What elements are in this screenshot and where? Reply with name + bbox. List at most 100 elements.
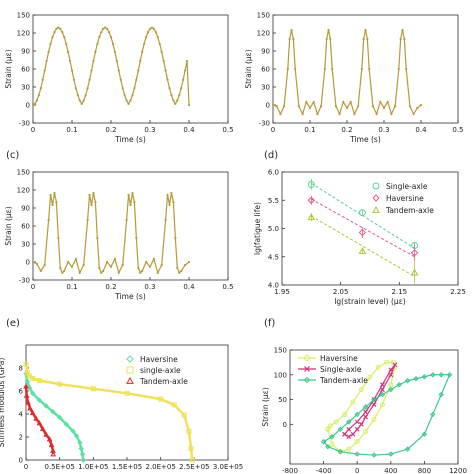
data-point [367,374,373,380]
data-point [329,441,335,447]
data-point [379,387,385,393]
data-point [35,262,39,265]
data-point [346,446,352,452]
data-point [379,402,385,408]
data-point [366,37,369,41]
data-point [57,236,60,240]
x-tick-label: -800 [282,467,298,474]
y-tick-label: 2 [19,434,23,442]
data-point [375,112,378,116]
data-point [156,271,159,274]
data-point [164,69,167,72]
data-point [346,434,352,440]
data-point [390,112,393,116]
data-point [360,67,363,71]
data-point [82,99,85,102]
x-axis-label: lg(strain level) (με) [334,297,405,306]
data-point [23,362,29,368]
data-point [170,191,173,195]
legend-marker [304,355,310,361]
data-point [307,196,316,204]
data-point [176,266,179,270]
x-tick-label: 0.4 [183,126,195,134]
data-point [92,191,95,195]
data-point [50,408,56,415]
y-tick-label: 6 [19,388,24,396]
data-point [37,94,40,97]
x-tick-label: 2.25 [450,288,466,296]
data-point [168,87,171,90]
data-point [172,200,175,204]
series-line [32,26,190,106]
data-point [131,94,134,97]
data-point [113,257,116,261]
y-tick-label: 60 [261,66,270,74]
data-point [27,405,33,411]
data-point [154,31,157,34]
y-tick-label: 90 [261,48,270,56]
x-tick-label: 0.2 [105,126,116,134]
y-axis-label: Strain (με) [244,49,253,88]
data-point [371,402,377,407]
data-point [342,431,348,437]
data-point [350,431,356,437]
data-point [70,428,76,434]
data-point [49,42,52,45]
data-point [43,69,46,72]
data-point [48,442,55,448]
x-tick-label: 0.3 [378,126,389,134]
y-tick-label: -30 [259,120,270,128]
data-point [94,50,97,54]
data-point [78,271,81,274]
data-point [131,191,134,195]
plot-frame [281,171,459,286]
legend-label: Tandem-axle [385,206,434,215]
series-line [24,386,55,455]
data-point [346,426,352,432]
x-tick-label: 1.0E+05 [78,463,108,471]
data-point [174,102,177,105]
data-point [127,193,130,196]
x-axis-label: Time (s) [114,292,146,301]
y-tick-label: 30 [21,241,30,249]
data-point [294,67,297,71]
data-point [338,112,341,116]
x-tick-label: 0 [24,463,28,471]
data-point [33,102,37,105]
data-point [386,100,389,104]
data-point [55,27,58,30]
data-point [98,266,101,270]
data-point [327,423,333,429]
y-tick-label: 0 [26,102,30,110]
data-point [86,87,89,90]
data-point [312,100,315,104]
y-tick-label: 150 [274,347,287,355]
data-point [150,26,154,29]
data-point [65,42,68,45]
data-point [305,100,308,104]
data-point [129,99,132,102]
legend-marker [372,182,380,190]
x-tick-label: 0.2 [341,126,352,134]
data-point [354,426,360,432]
data-point [329,37,332,41]
data-point [59,27,62,30]
data-point [145,260,148,264]
panel-f-hysteresis: -800 -400 0 400 800 1200 0 50 100 150 Strain (με) H… [261,347,467,474]
data-point [55,200,58,204]
data-point [334,105,337,108]
data-point [184,69,187,72]
legend-label: Haversine [320,354,358,363]
data-point [25,399,31,405]
data-point [119,78,122,81]
data-point [137,69,140,72]
y-tick-label: 60 [21,223,30,231]
data-point [399,37,402,41]
data-point [82,263,85,267]
data-point [307,213,316,221]
legend-marker [303,376,311,384]
data-point [43,431,50,437]
data-point [31,103,35,107]
data-point [63,269,66,273]
data-point [363,429,369,435]
